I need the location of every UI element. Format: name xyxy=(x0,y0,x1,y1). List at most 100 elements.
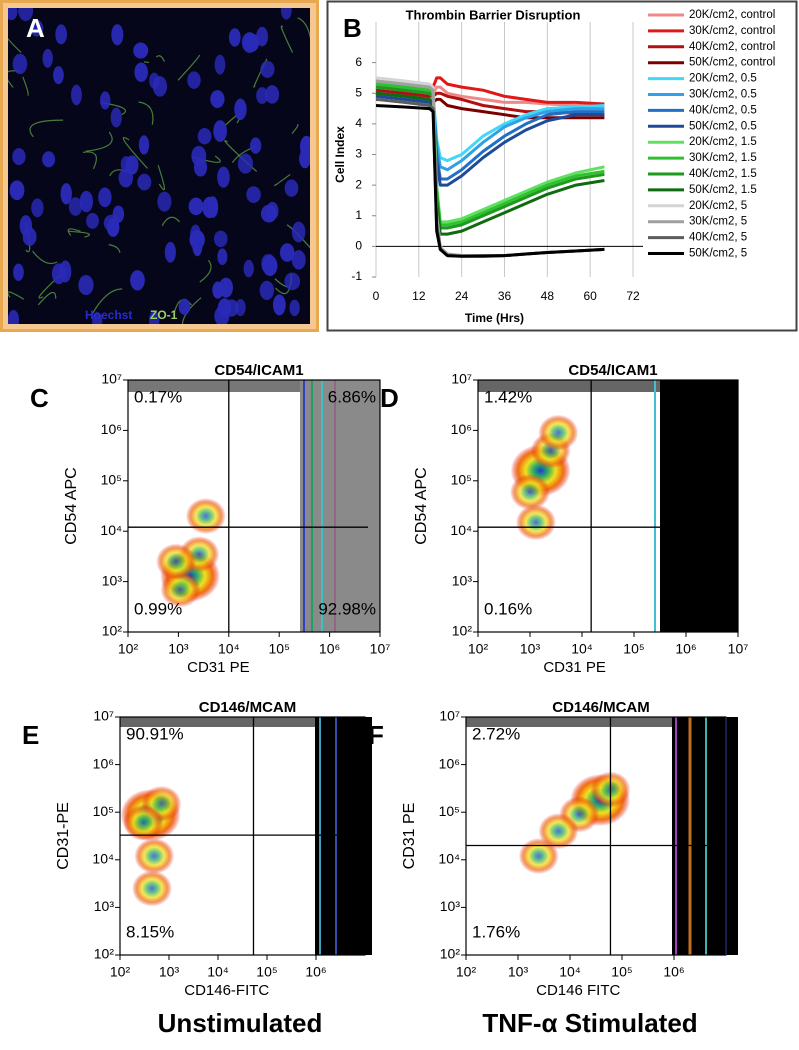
nucleus xyxy=(279,243,295,262)
nucleus xyxy=(237,153,254,174)
nucleus xyxy=(112,205,125,223)
x-axis-label: CD31 PE xyxy=(187,659,250,676)
chart-title: Thrombin Barrier Disruption xyxy=(406,7,581,22)
junction xyxy=(67,228,81,236)
density-cluster xyxy=(185,498,226,535)
junction xyxy=(280,25,294,53)
y-tick-label: 2 xyxy=(355,177,362,191)
nucleus xyxy=(42,48,53,68)
nucleus xyxy=(280,8,292,20)
y-tick-label: 10⁷ xyxy=(439,708,460,724)
junction xyxy=(85,131,113,152)
nucleus xyxy=(60,183,72,205)
nucleus xyxy=(250,137,262,154)
nucleus xyxy=(228,28,241,47)
legend-label: 30K/cm2, 0.5 xyxy=(689,89,757,101)
x-tick-label: 10⁴ xyxy=(571,641,593,657)
x-tick-label: 10⁶ xyxy=(305,964,326,980)
caption: TNF-α Stimulated xyxy=(482,1008,697,1038)
panel-letter: A xyxy=(26,13,45,43)
y-tick-label: 10⁶ xyxy=(439,755,460,771)
nucleus xyxy=(299,149,310,169)
nucleus xyxy=(214,306,230,324)
nucleus xyxy=(8,8,18,21)
stain-label: ZO-1 xyxy=(150,308,178,322)
nucleus xyxy=(78,275,94,296)
junction xyxy=(199,259,212,283)
x-tick-label: 12 xyxy=(412,289,426,303)
nucleus xyxy=(68,197,83,216)
x-tick-label: 72 xyxy=(626,289,640,303)
nucleus xyxy=(30,19,44,37)
y-tick-label: 10⁴ xyxy=(92,851,114,867)
x-tick-label: 10⁷ xyxy=(728,641,749,657)
nucleus xyxy=(289,299,300,317)
nucleus xyxy=(134,62,149,83)
y-axis-label: CD31 PE xyxy=(401,803,418,870)
legend-label: 50K/cm2, 5 xyxy=(689,248,747,260)
nucleus xyxy=(9,180,25,201)
density-cluster xyxy=(123,804,164,841)
y-axis-label: CD31-PE xyxy=(55,802,72,870)
nucleus xyxy=(111,24,124,46)
y-tick-label: 10⁵ xyxy=(451,472,472,488)
nucleus xyxy=(259,280,275,300)
nucleus xyxy=(8,309,20,324)
legend-label: 20K/cm2, 1.5 xyxy=(689,136,757,148)
panel-b-frame xyxy=(326,0,798,332)
detector-artifacts xyxy=(120,380,738,955)
nucleus xyxy=(110,107,122,128)
series-line xyxy=(375,94,605,187)
density-cluster xyxy=(134,838,175,875)
legend-label: 20K/cm2, control xyxy=(689,9,775,21)
x-tick-label: 10⁴ xyxy=(218,641,240,657)
x-tick-label: 48 xyxy=(541,289,555,303)
nucleus xyxy=(260,60,275,78)
junction xyxy=(29,119,64,138)
x-tick-label: 10³ xyxy=(520,641,541,657)
nucleus xyxy=(22,227,37,246)
x-axis-label: CD146 FITC xyxy=(536,982,620,999)
nucleus xyxy=(118,168,134,188)
y-tick-label: 10⁷ xyxy=(451,371,472,387)
x-axis-label: CD31 PE xyxy=(543,659,606,676)
nucleus xyxy=(235,299,246,317)
nucleus xyxy=(210,90,225,109)
x-tick-label: 10⁷ xyxy=(370,641,391,657)
nucleus xyxy=(148,310,160,324)
x-tick-label: 36 xyxy=(498,289,512,303)
density-cluster xyxy=(518,838,559,875)
nucleus xyxy=(214,54,226,75)
y-axis-label: CD54 APC xyxy=(63,467,80,544)
x-tick-label: 10⁵ xyxy=(256,964,277,980)
nucleus xyxy=(79,190,94,213)
density-cluster xyxy=(132,870,173,907)
quadrant-percent: 0.99% xyxy=(134,599,182,618)
nucleus xyxy=(86,212,99,229)
chart-title: CD54/ICAM1 xyxy=(568,362,657,379)
nucleus xyxy=(92,312,103,324)
nucleus xyxy=(164,241,176,263)
x-tick-label: 10⁵ xyxy=(611,964,632,980)
y-tick-label: 10⁴ xyxy=(438,851,460,867)
y-tick-label: 10³ xyxy=(452,572,473,588)
y-tick-label: 5 xyxy=(355,85,362,99)
nucleus xyxy=(18,8,34,22)
quadrant-percent: 0.17% xyxy=(134,387,182,406)
nucleus xyxy=(152,76,168,97)
x-tick-label: 10³ xyxy=(168,641,189,657)
y-tick-label: 6 xyxy=(355,55,362,69)
nucleus xyxy=(264,254,276,274)
junction xyxy=(138,101,154,125)
y-tick-label: 10⁷ xyxy=(101,371,122,387)
legend-label: 40K/cm2, control xyxy=(689,41,775,53)
y-tick-label: 10² xyxy=(102,623,123,639)
legend-label: 50K/cm2, control xyxy=(689,57,775,69)
nucleus xyxy=(133,42,149,59)
junction xyxy=(68,230,90,238)
x-axis-label: Time (Hrs) xyxy=(465,311,524,325)
y-axis-label: CD54 APC xyxy=(413,467,430,544)
legend-label: 30K/cm2, 5 xyxy=(689,216,747,228)
x-tick-label: 24 xyxy=(455,289,469,303)
nucleus xyxy=(187,71,201,89)
